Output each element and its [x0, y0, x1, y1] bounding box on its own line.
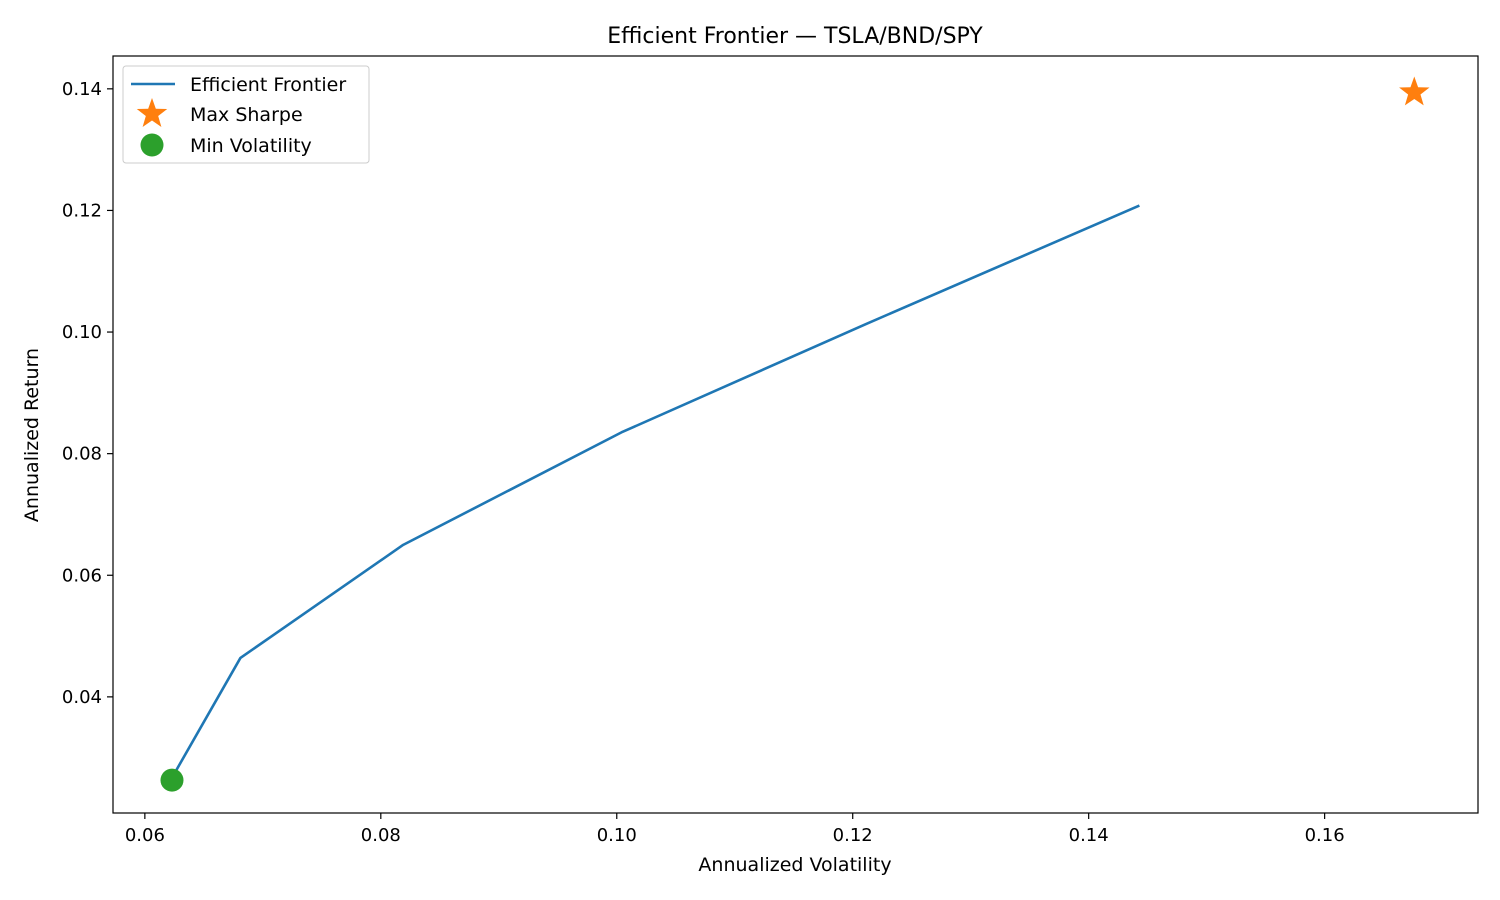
- legend-swatch-min-volatility: [140, 133, 164, 157]
- x-tick-label: 0.08: [361, 825, 401, 846]
- x-tick-label: 0.06: [125, 825, 165, 846]
- y-tick-label: 0.12: [62, 200, 102, 221]
- y-tick-label: 0.04: [62, 687, 102, 708]
- min-volatility-point: [160, 768, 184, 792]
- y-tick-label: 0.06: [62, 565, 102, 586]
- x-tick-label: 0.10: [597, 825, 637, 846]
- y-tick-label: 0.08: [62, 444, 102, 465]
- legend-swatch-max-sharpe: [136, 98, 168, 127]
- y-tick-label: 0.10: [62, 322, 102, 343]
- efficient-frontier-line: [170, 204, 1140, 779]
- plot-frame: [112, 55, 1479, 814]
- x-tick-label: 0.12: [833, 825, 873, 846]
- legend-box: [122, 65, 370, 164]
- series-layer: [160, 76, 1430, 792]
- y-axis-ticks: 0.04 0.06 0.08 0.10 0.12 0.14: [62, 79, 113, 708]
- legend-label-efficient-frontier: Efficient Frontier: [190, 74, 346, 96]
- legend: Efficient Frontier Max Sharpe Min Volatili…: [122, 65, 370, 164]
- x-tick-label: 0.16: [1305, 825, 1345, 846]
- y-axis-label: Annualized Return: [21, 348, 43, 522]
- chart-title: Efficient Frontier — TSLA/BND/SPY: [607, 24, 983, 49]
- legend-label-min-volatility: Min Volatility: [190, 135, 312, 157]
- y-tick-label: 0.14: [62, 79, 102, 100]
- x-axis-label: Annualized Volatility: [698, 854, 891, 876]
- legend-label-max-sharpe: Max Sharpe: [190, 104, 303, 126]
- plot-area: [112, 55, 1479, 814]
- legend-items: Efficient Frontier Max Sharpe Min Volatili…: [131, 74, 346, 157]
- x-axis-ticks: 0.06 0.08 0.10 0.12 0.14 0.16: [125, 813, 1345, 846]
- x-tick-label: 0.14: [1069, 825, 1109, 846]
- max-sharpe-point: [1399, 76, 1430, 106]
